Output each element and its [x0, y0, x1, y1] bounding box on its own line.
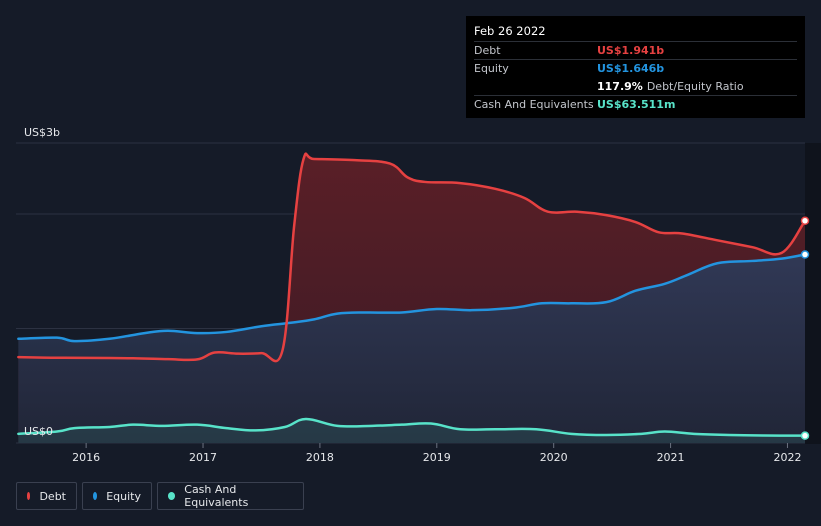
tooltip-debt-value: US$1.941b [597, 44, 665, 57]
x-tick-label-2020: 2020 [540, 451, 568, 464]
cash-legend-dot-icon [168, 492, 176, 500]
x-tick-label-2018: 2018 [306, 451, 334, 464]
legend-cash-label: Cash And Equivalents [184, 483, 249, 509]
tooltip-cash-value: US$63.511m [597, 98, 676, 111]
tooltip-row-cash: Cash And Equivalents US$63.511m [474, 95, 797, 113]
legend-item-equity[interactable]: Equity [82, 482, 152, 510]
cash-line [17, 417, 807, 437]
tooltip-row-ratio: 117.9% Debt/Equity Ratio [474, 77, 797, 95]
y-axis-bottom-label: US$0 [24, 425, 53, 438]
debt-legend-dot-icon [27, 492, 31, 500]
x-tick-label-2016: 2016 [72, 451, 100, 464]
equity-area [18, 254, 806, 443]
tooltip-cash-label: Cash And Equivalents [474, 98, 594, 111]
tooltip-debt-label: Debt [474, 44, 501, 57]
x-tick-label-2022: 2022 [773, 451, 801, 464]
x-tick-label-2021: 2021 [657, 451, 685, 464]
tooltip-row-debt: Debt US$1.941b [474, 41, 797, 59]
legend-debt-label: Debt [39, 489, 66, 503]
cash-area [18, 418, 806, 443]
equity-end-marker [800, 250, 810, 259]
tooltip-date: Feb 26 2022 [474, 24, 546, 38]
legend-item-cash[interactable]: Cash And Equivalents [157, 482, 304, 510]
tooltip-ratio-label: Debt/Equity Ratio [646, 80, 744, 93]
tooltip-equity-label: Equity [474, 62, 509, 75]
tooltip-ratio-value: 117.9% [597, 80, 643, 93]
cash-end-marker [800, 431, 810, 440]
legend-item-debt[interactable]: Debt [16, 482, 77, 510]
tooltip-panel: Feb 26 2022 Debt US$1.941b Equity US$1.6… [466, 16, 805, 118]
tooltip-row-equity: Equity US$1.646b [474, 59, 797, 77]
x-tick-label-2017: 2017 [189, 451, 217, 464]
legend-equity-label: Equity [106, 489, 141, 503]
equity-legend-dot-icon [93, 492, 98, 500]
y-axis-top-label: US$3b [24, 126, 60, 139]
debt-line [17, 152, 807, 363]
future-shade [805, 143, 821, 444]
tooltip-equity-value: US$1.646b [597, 62, 665, 75]
equity-line [17, 253, 807, 343]
debt-end-marker [800, 216, 810, 225]
x-tick-label-2019: 2019 [423, 451, 451, 464]
